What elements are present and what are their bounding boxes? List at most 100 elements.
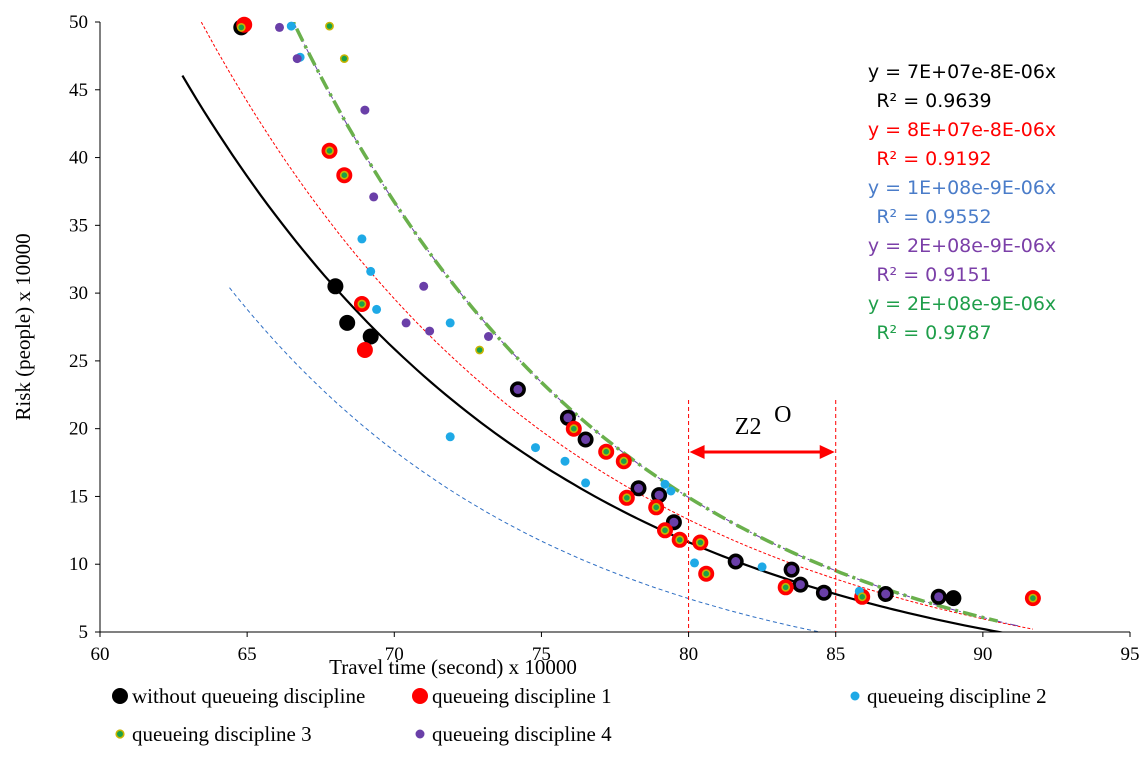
point-series-3 — [781, 582, 791, 592]
point-series-3 — [325, 21, 334, 31]
y-tick-label: 35 — [69, 215, 88, 236]
point-series-4 — [934, 592, 944, 602]
trendline-equation-1: y = 8E+07e-8E-06x — [868, 119, 1056, 141]
point-series-2 — [366, 266, 376, 276]
point-series-3 — [569, 424, 579, 434]
point-series-4 — [819, 588, 829, 598]
point-series-3 — [695, 538, 705, 547]
legend-label-3: queueing discipline 3 — [132, 722, 312, 746]
y-axis-title: Risk (people) x 10000 — [11, 233, 35, 420]
legend-marker-3 — [115, 729, 125, 739]
point-series-4 — [787, 565, 797, 575]
point-series-3 — [651, 502, 661, 512]
trendline-2 — [229, 287, 823, 632]
y-tick-label: 40 — [69, 148, 88, 169]
point-series-4 — [795, 580, 805, 590]
x-tick-label: 80 — [679, 644, 698, 665]
point-series-2 — [757, 562, 767, 572]
point-series-0 — [362, 328, 379, 345]
point-series-4 — [401, 318, 411, 328]
point-series-3 — [236, 22, 246, 32]
legend-label-4: queueing discipline 4 — [432, 722, 612, 746]
trendline-equation-2: y = 1E+08e-9E-06x — [868, 177, 1056, 199]
x-tick-label: 60 — [91, 644, 110, 665]
point-series-4 — [881, 589, 891, 599]
point-series-4 — [425, 326, 435, 336]
x-tick-label: 75 — [532, 644, 551, 665]
point-series-2 — [286, 21, 296, 31]
trendline-r2-0: R² = 0.9639 — [876, 90, 991, 112]
point-series-4 — [275, 22, 284, 32]
point-series-2 — [581, 478, 591, 488]
plot-area — [181, 16, 1041, 632]
y-tick-label: 20 — [69, 419, 88, 440]
trendline-r2-1: R² = 0.9192 — [876, 148, 991, 170]
point-series-3 — [339, 170, 349, 180]
axes: 60 65 70 75 80 85 90 95 5 10 15 20 25 30 35 40 45 50 — [69, 12, 1140, 665]
legend: without queueing discipline queueing disc… — [112, 684, 1047, 746]
trendline-equation-3: y = 2E+08e-9E-06x — [868, 235, 1056, 257]
zone-label-superscript: O — [774, 402, 791, 428]
point-series-3 — [325, 146, 334, 156]
x-tick-label: 70 — [385, 644, 404, 665]
legend-marker-0 — [112, 688, 128, 704]
zone-label: Z2 — [735, 414, 762, 440]
point-series-4 — [634, 483, 643, 493]
x-tick-label: 85 — [826, 644, 845, 665]
point-series-3 — [622, 493, 632, 503]
point-series-4 — [654, 490, 664, 500]
point-series-3 — [619, 456, 629, 466]
trendline-equations: y = 7E+07e-8E-06x R² = 0.9639 y = 8E+07e-8… — [868, 61, 1056, 344]
point-series-3 — [660, 525, 670, 535]
x-tick-label: 65 — [238, 644, 257, 665]
point-series-4 — [669, 517, 679, 527]
legend-marker-4 — [415, 729, 425, 739]
y-tick-label: 50 — [69, 12, 88, 33]
point-series-2 — [445, 432, 455, 442]
point-series-2 — [560, 456, 570, 466]
point-series-2 — [372, 304, 382, 314]
point-series-1 — [356, 342, 373, 358]
trendline-equation-4: y = 2E+08e-9E-06x — [868, 293, 1056, 315]
legend-label-0: without queueing discipline — [132, 684, 365, 708]
trendline-r2-2: R² = 0.9552 — [876, 206, 991, 228]
point-series-2 — [690, 558, 699, 568]
y-tick-label: 45 — [69, 80, 88, 101]
trendline-r2-3: R² = 0.9151 — [876, 264, 991, 286]
legend-marker-2 — [850, 691, 860, 701]
trendline-r2-4: R² = 0.9787 — [876, 322, 991, 344]
trendline-0 — [181, 75, 1006, 632]
point-series-4 — [419, 281, 429, 291]
point-series-0 — [327, 278, 344, 295]
point-series-4 — [292, 54, 302, 64]
x-tick-label: 90 — [973, 644, 992, 665]
x-tick-label: 95 — [1121, 644, 1140, 665]
data-points — [233, 16, 1041, 607]
point-series-3 — [1028, 593, 1038, 603]
y-tick-label: 30 — [69, 283, 88, 304]
legend-label-2: queueing discipline 2 — [867, 684, 1047, 708]
point-series-4 — [513, 384, 523, 394]
trendline-4 — [291, 22, 999, 623]
point-series-3 — [601, 447, 611, 457]
point-series-0 — [339, 314, 356, 331]
point-series-2 — [531, 443, 540, 453]
x-axis-title: Travel time (second) x 10000 — [329, 655, 577, 679]
trendline-equation-0: y = 7E+07e-8E-06x — [868, 61, 1056, 83]
zone-annotation: Z2 O — [688, 400, 837, 632]
zone-arrow-left-head — [689, 445, 705, 459]
point-series-2 — [666, 486, 676, 496]
legend-marker-1 — [412, 688, 428, 704]
point-series-4 — [731, 557, 741, 566]
y-tick-label: 25 — [69, 351, 88, 372]
point-series-2 — [445, 318, 455, 328]
point-series-4 — [360, 105, 370, 115]
point-series-4 — [369, 192, 379, 202]
legend-label-1: queueing discipline 1 — [432, 684, 612, 708]
y-tick-label: 5 — [79, 622, 89, 643]
point-series-3 — [857, 592, 867, 602]
point-series-3 — [357, 299, 367, 309]
point-series-3 — [339, 54, 349, 63]
point-series-3 — [701, 569, 711, 579]
